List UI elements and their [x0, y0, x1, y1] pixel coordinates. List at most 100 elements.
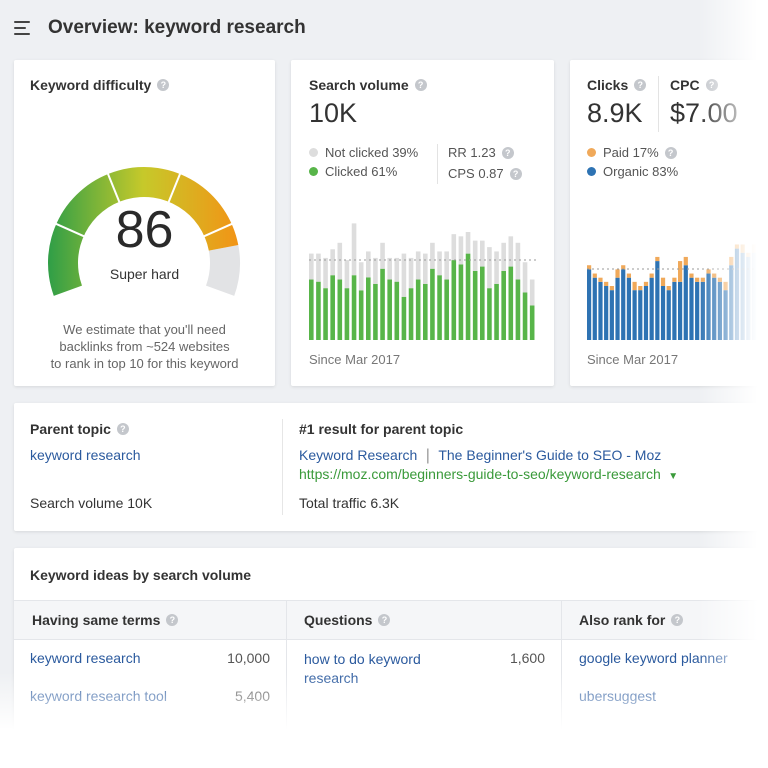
chart-bar [373, 257, 378, 284]
help-icon[interactable]: ? [671, 614, 684, 626]
chart-bar [316, 281, 321, 340]
chart-bar [472, 240, 478, 271]
chart-bar [632, 281, 637, 291]
chart-bar [437, 275, 442, 340]
chart-bar [615, 269, 620, 278]
chart-bar [344, 260, 350, 289]
chart-bar [522, 262, 528, 293]
keyword-difficulty-title: Keyword difficulty [30, 77, 152, 93]
table-row-keyword[interactable]: keyword research [30, 650, 141, 666]
search-volume-value: 10K [309, 98, 358, 128]
legend-dot [309, 148, 318, 157]
chart-bar [494, 283, 499, 340]
chart-bar [689, 277, 694, 340]
chart-bar [344, 288, 350, 340]
chart-bar [695, 277, 700, 282]
chart-bar [587, 269, 592, 340]
help-icon[interactable]: ? [634, 79, 647, 91]
table-row-keyword[interactable]: google keyword planner [579, 650, 728, 666]
vertical-divider [282, 419, 283, 515]
chart-bar [358, 290, 364, 340]
chart-bar [717, 281, 723, 340]
column-header-questions: Questions? [286, 600, 391, 640]
chart-bar [609, 290, 614, 340]
chart-bar [712, 277, 717, 340]
link-separator: | [425, 447, 430, 464]
chart-bar [717, 277, 723, 282]
table-header-bg [14, 600, 768, 640]
cpc-value: $7.00 [670, 98, 738, 128]
top-result-total-traffic: Total traffic 6.3K [299, 495, 400, 511]
column-header-same-terms: Having same terms? [14, 600, 179, 640]
help-icon[interactable]: ? [414, 79, 427, 91]
help-icon[interactable]: ? [157, 79, 170, 91]
chart-bar [740, 252, 745, 340]
chart-bar [529, 305, 535, 340]
chart-bar [501, 270, 506, 340]
table-row-keyword[interactable]: ubersuggest [579, 688, 657, 704]
chart-bar [587, 265, 592, 270]
chart-bar [621, 265, 626, 270]
chart-bar [598, 281, 603, 340]
table-row-volume: 5,400 [234, 688, 270, 704]
cpc-title: CPC [670, 77, 700, 93]
chart-bar [494, 251, 499, 284]
dropdown-caret-icon[interactable]: ▼ [668, 471, 679, 482]
chart-bar [415, 279, 421, 340]
chart-bar [430, 242, 435, 269]
table-row-keyword[interactable]: how to do keyword research [304, 651, 421, 686]
help-icon[interactable]: ? [116, 423, 129, 435]
clicks-value: 8.9K [587, 98, 643, 128]
chart-bar [401, 253, 407, 297]
search-volume-since: Since Mar 2017 [309, 352, 401, 367]
top-result-link-keyword[interactable]: Keyword Research [299, 447, 418, 463]
column-header-also-rank: Also rank for? [561, 600, 684, 640]
help-icon[interactable]: ? [664, 146, 677, 159]
help-icon[interactable]: ? [509, 167, 522, 180]
chart-bar [666, 286, 671, 291]
chart-bar [380, 268, 385, 340]
chart-bar [734, 248, 740, 340]
chart-bar [501, 242, 506, 271]
chart-bar [330, 275, 335, 340]
help-icon[interactable]: ? [501, 146, 514, 159]
chart-bar [746, 252, 751, 257]
legend-not-clicked: Not clicked 39% [309, 143, 418, 162]
parent-topic-search-volume: Search volume 10K [30, 495, 153, 511]
search-volume-card: Search volume ? 10K Not clicked 39% Clic… [291, 60, 554, 386]
table-row-volume: 10,000 [227, 650, 270, 666]
gauge-empty-arc [206, 245, 240, 296]
help-icon[interactable]: ? [166, 614, 179, 626]
top-result-title: #1 result for parent topic [299, 421, 464, 437]
hamburger-menu-icon[interactable] [14, 21, 32, 35]
keyword-difficulty-card: Keyword difficulty ? 86 Super hard We es… [14, 60, 275, 386]
clicks-since: Since Mar 2017 [587, 352, 679, 367]
top-result-url[interactable]: https://moz.com/beginners-guide-to-seo/k… [299, 466, 661, 482]
chart-bar [672, 281, 677, 340]
chart-bar [598, 277, 603, 282]
gauge-tick [54, 222, 86, 238]
chart-bar [706, 269, 711, 274]
gauge-tick [202, 222, 234, 238]
chart-bar [351, 275, 357, 340]
top-result-link-title[interactable]: The Beginner's Guide to SEO - Moz [438, 447, 662, 463]
chart-bar [515, 279, 521, 340]
search-volume-title: Search volume [309, 77, 409, 93]
chart-bar [323, 257, 328, 289]
table-row-keyword[interactable]: keyword research tool [30, 688, 167, 704]
chart-bar [683, 256, 688, 266]
difficulty-gauge [48, 167, 240, 296]
parent-topic-link[interactable]: keyword research [30, 447, 141, 463]
chart-bar [366, 251, 371, 278]
legend-dot [309, 167, 318, 176]
column-divider [561, 600, 562, 740]
chart-bar [649, 273, 654, 278]
clicks-card: Clicks ? 8.9K CPC ? $7.00 Paid 17%? Orga… [570, 60, 768, 386]
chart-bar [683, 265, 688, 340]
chart-bar [451, 260, 457, 340]
help-icon[interactable]: ? [705, 79, 718, 91]
help-icon[interactable]: ? [378, 614, 391, 626]
chart-bar [643, 286, 649, 340]
chart-bar [632, 290, 637, 340]
chart-bar [366, 277, 371, 340]
